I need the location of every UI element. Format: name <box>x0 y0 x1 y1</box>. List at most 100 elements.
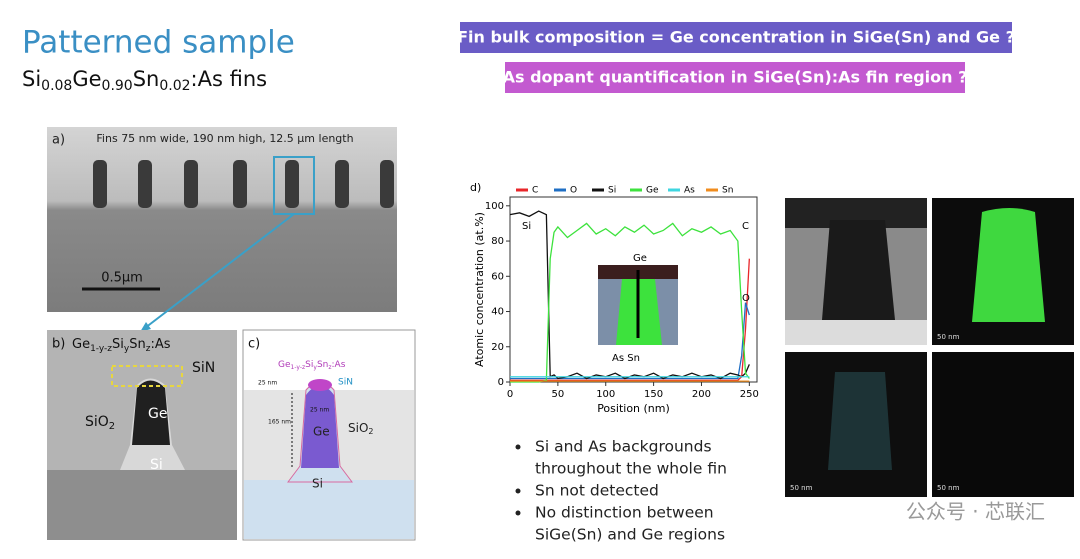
si-label: Si <box>312 477 323 491</box>
bullet-dot <box>515 444 521 450</box>
fin-ge <box>132 380 170 445</box>
t: 0.02 <box>159 78 190 94</box>
bullet-text: Sn not detected <box>535 482 659 500</box>
t: 2 <box>109 421 115 432</box>
t: y <box>313 364 317 371</box>
annotation: Si <box>522 221 531 232</box>
panel-label: a) <box>52 133 65 148</box>
bullet-text: Si and As backgrounds <box>535 438 712 456</box>
y-tick-label: 0 <box>498 377 504 388</box>
map-region <box>785 320 927 345</box>
formula: Ge1-y-zSiySnz:As <box>72 337 171 354</box>
t: :As <box>332 360 346 370</box>
ge-label: Ge <box>313 425 330 439</box>
t: SiO <box>348 421 368 435</box>
dim-label: 165 nm <box>268 419 291 426</box>
legend-label: As <box>684 186 695 196</box>
highlight <box>111 365 183 387</box>
x-tick-label: 150 <box>644 389 663 400</box>
panel-label: b) <box>52 337 65 352</box>
map-scale: 50 nm <box>790 484 813 492</box>
sio2-label: SiO2 <box>85 414 115 432</box>
t: :As fins <box>191 67 268 91</box>
t: Si <box>112 337 124 352</box>
series-line <box>510 302 750 380</box>
title: Patterned sample <box>22 25 295 61</box>
banner-text: Fin bulk composition = Ge concentration … <box>457 28 1015 47</box>
y-tick-label: 20 <box>491 342 504 353</box>
substrate <box>47 470 237 540</box>
sin-label: SiN <box>338 378 353 388</box>
x-axis-title: Position (nm) <box>597 402 670 415</box>
x-tick-label: 0 <box>507 389 513 400</box>
fins <box>93 160 394 208</box>
bullet-dot <box>515 488 521 494</box>
y-tick-label: 80 <box>491 236 504 247</box>
t: Ge <box>278 360 291 370</box>
t: z <box>328 364 331 371</box>
banner-text: As dopant quantification in SiGe(Sn):As … <box>503 68 968 87</box>
arrow <box>144 213 295 329</box>
legend-label: Sn <box>722 186 733 196</box>
t: Si <box>305 360 313 370</box>
legend-label: Si <box>608 186 616 196</box>
bullet-text: No distinction between <box>535 504 714 522</box>
map-scale: 50 nm <box>937 484 960 492</box>
t: Ge <box>72 67 101 91</box>
subtitle: Si0.08Ge0.90Sn0.02:As fins <box>22 67 267 94</box>
map-scale: 50 nm <box>937 333 960 341</box>
t: Sn <box>133 67 160 91</box>
sin-label: SiN <box>192 360 215 376</box>
t: z <box>146 344 151 354</box>
banner <box>505 62 965 93</box>
annotation: O <box>742 293 750 304</box>
x-tick-label: 250 <box>740 389 759 400</box>
panel-label: d) <box>470 181 481 194</box>
dim-label: 25 nm <box>258 380 277 387</box>
bullet-text: SiGe(Sn) and Ge regions <box>535 526 725 544</box>
annotation: Ge <box>633 253 647 264</box>
t: 0.90 <box>102 78 133 94</box>
arrow-head <box>140 322 151 332</box>
substrate <box>244 480 414 539</box>
legend-label: O <box>570 186 577 196</box>
panel-label: c) <box>248 337 260 352</box>
annotation: As Sn <box>612 353 640 364</box>
t: y <box>124 344 130 354</box>
sem-image <box>47 127 397 312</box>
x-tick-label: 50 <box>552 389 565 400</box>
formula: Ge1-y-zSiySnz:As <box>278 360 346 371</box>
ge-label: Ge <box>148 406 167 422</box>
x-tick-label: 200 <box>692 389 711 400</box>
y-tick-label: 100 <box>485 201 504 212</box>
t: 2 <box>368 427 373 436</box>
series-line <box>510 258 750 381</box>
t: 0.08 <box>41 78 72 94</box>
t: SiO <box>85 414 109 430</box>
map-region <box>972 208 1045 322</box>
map-region <box>828 372 892 470</box>
t: Si <box>22 67 41 91</box>
dim-label: 25 nm <box>310 407 329 414</box>
t: Sn <box>317 360 328 370</box>
plot-frame <box>509 196 758 383</box>
y-tick-label: 60 <box>491 271 504 282</box>
cap <box>308 379 332 391</box>
sio2-label: SiO2 <box>348 421 374 436</box>
legend-label: Ge <box>646 186 659 196</box>
t: Ge <box>72 337 90 352</box>
legend-label: C <box>532 186 538 196</box>
map-region <box>822 220 895 320</box>
fin-ge <box>301 385 339 468</box>
banner <box>460 22 1012 53</box>
scale-label: 0.5µm <box>101 271 143 286</box>
bullet-text: throughout the whole fin <box>535 460 727 478</box>
si-label: Si <box>150 457 163 473</box>
x-tick-label: 100 <box>596 389 615 400</box>
series-line <box>510 222 750 383</box>
t: 1-y-z <box>291 364 306 371</box>
watermark: 公众号 · 芯联汇 <box>906 500 1045 524</box>
map <box>932 352 1074 497</box>
t: :As <box>150 337 170 352</box>
